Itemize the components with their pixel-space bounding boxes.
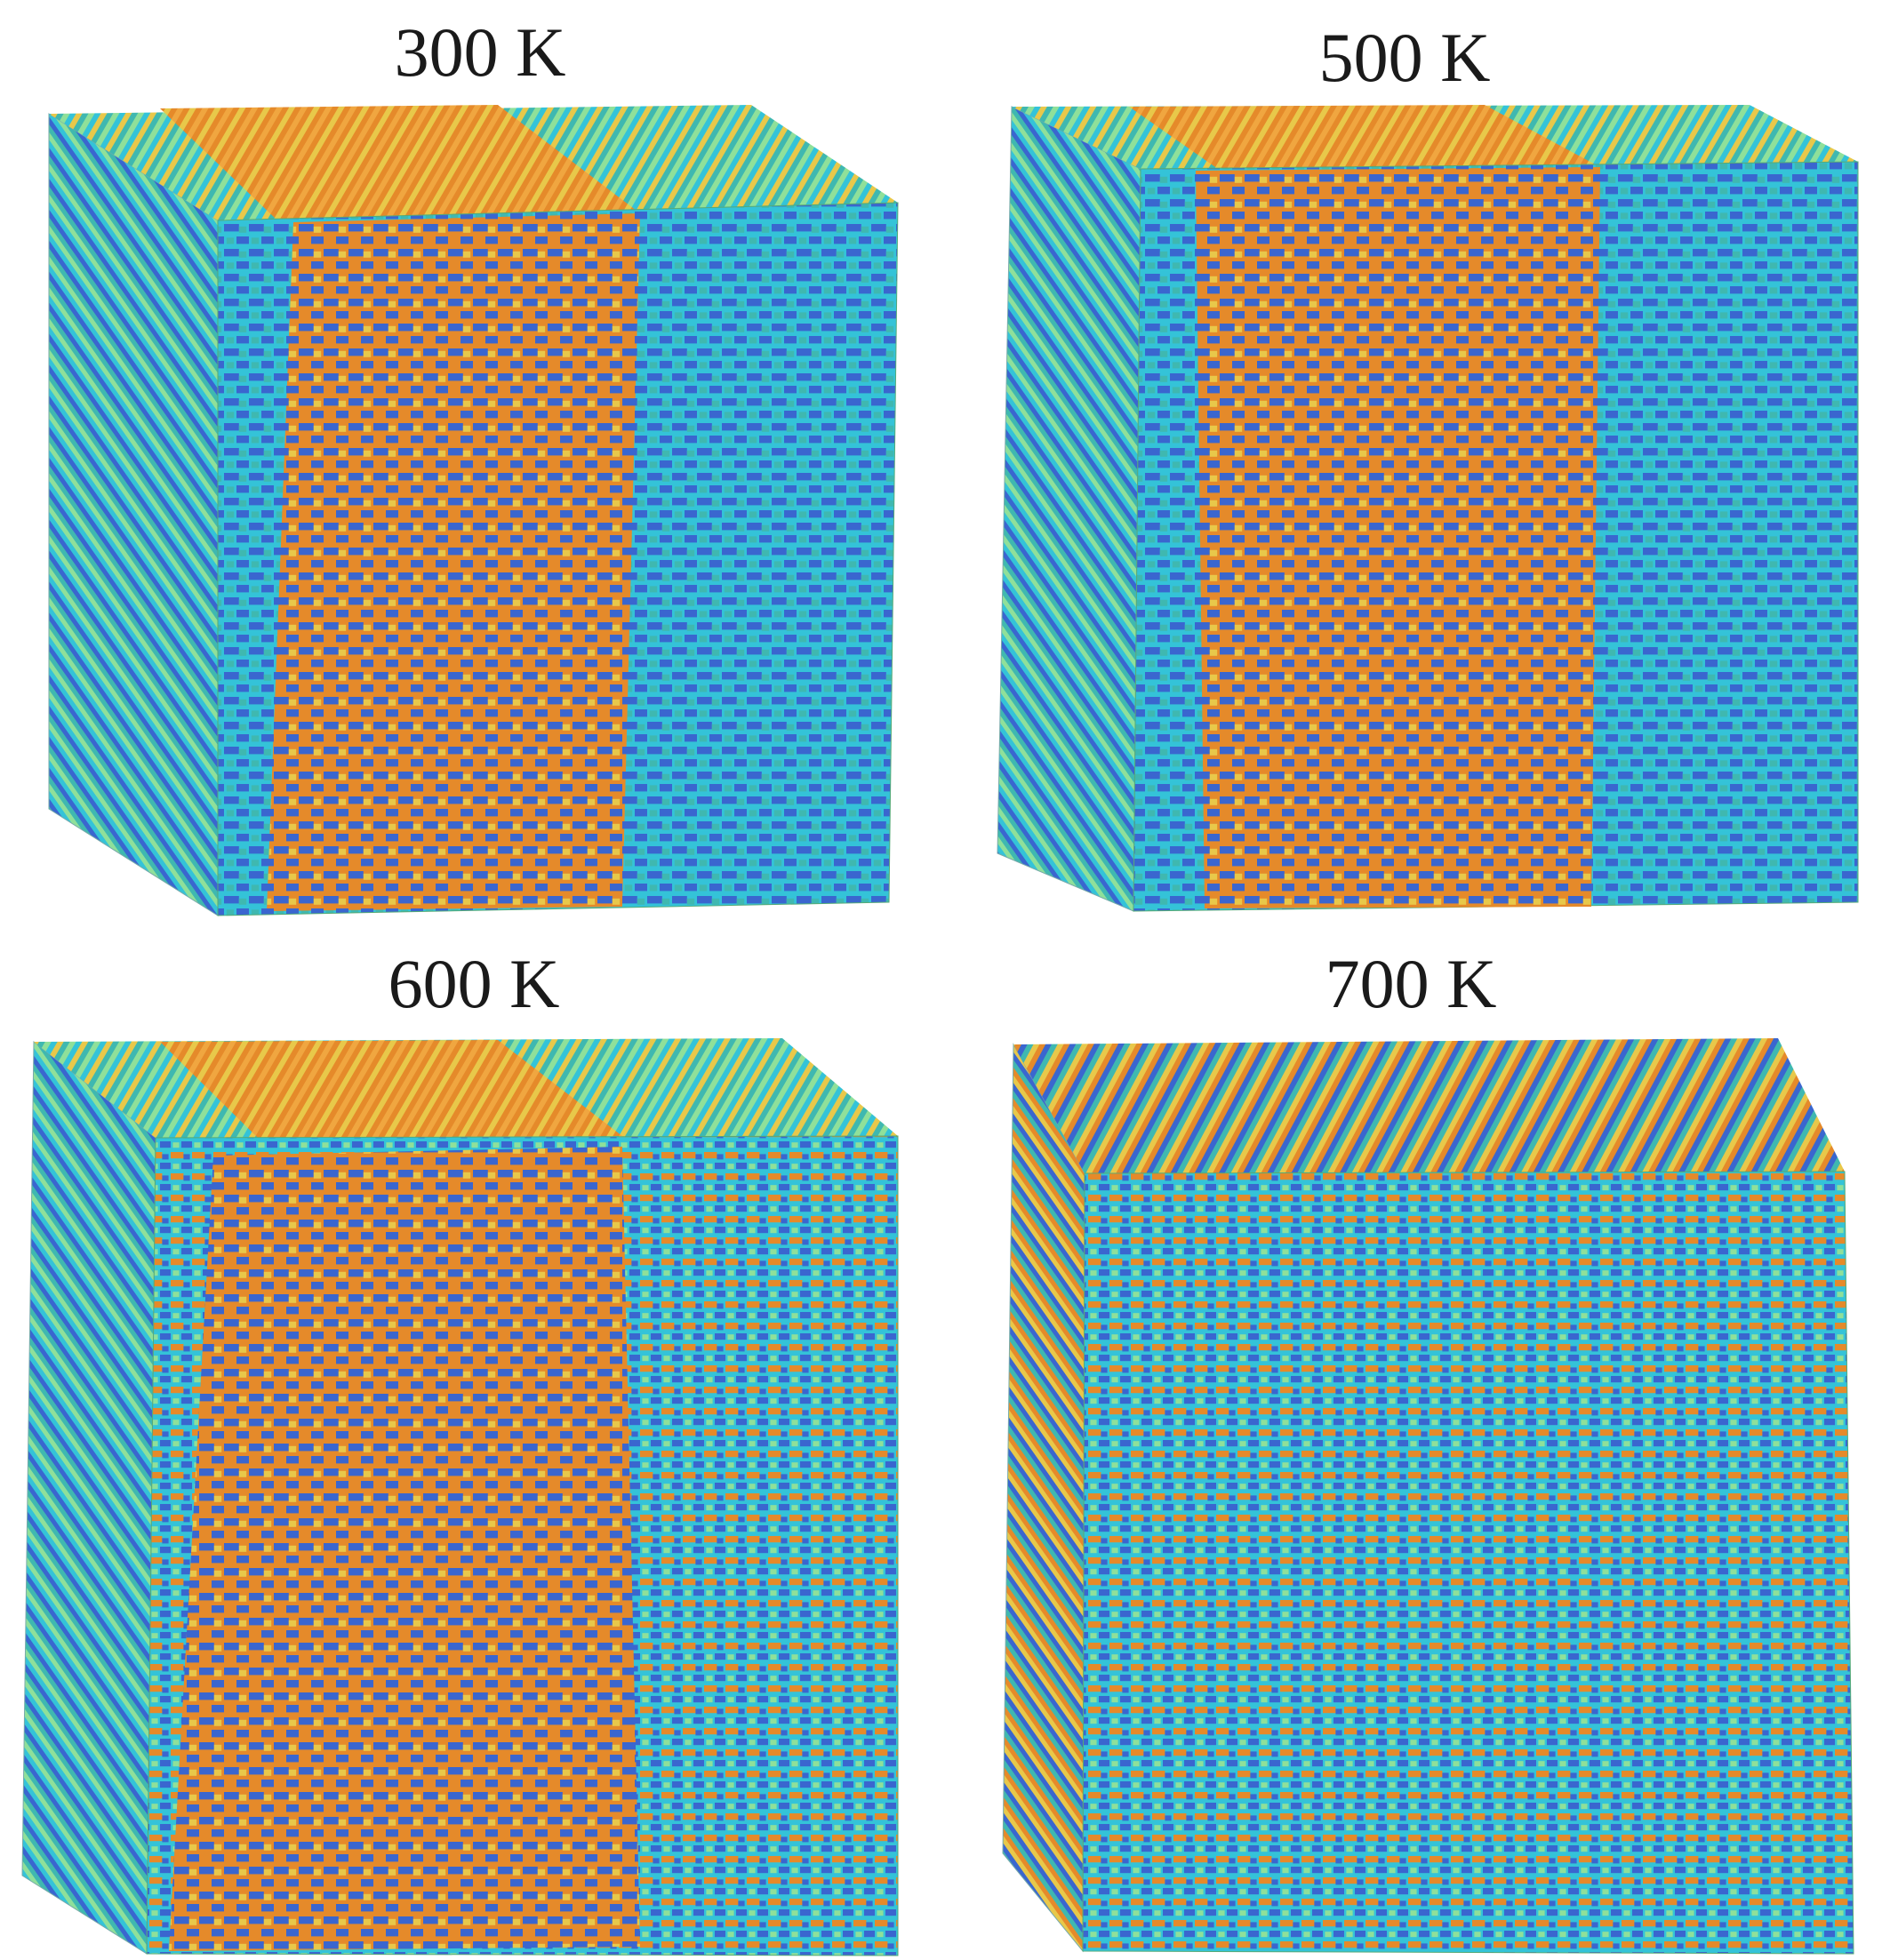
panel-title-500: 500 K: [1318, 19, 1491, 96]
lattice-cube-700K-front-face: [1082, 1171, 1854, 1955]
lattice-cube-300K-top-orange-band: [160, 105, 640, 219]
panel-title-700: 700 K: [1325, 945, 1497, 1022]
lattice-cube-600K-side-face: [21, 1040, 156, 1955]
lattice-cube-500K-top-orange-band: [1129, 105, 1600, 169]
panel-title-600: 600 K: [388, 945, 560, 1022]
lattice-cube-700K: [1002, 1038, 1854, 1955]
lattice-cube-500K-front-orange-domain: [1196, 167, 1600, 908]
lattice-cube-300K: [48, 105, 899, 916]
lattice-cube-500K: [997, 105, 1859, 912]
lattice-cube-600K-front-orange-domain: [169, 1147, 640, 1951]
lattice-cube-700K-side-face: [1002, 1043, 1085, 1953]
lattice-cube-700K-top-face: [1013, 1038, 1845, 1173]
panel-title-300: 300 K: [394, 13, 566, 91]
lattice-cube-500K-side-face: [997, 106, 1141, 912]
lattice-cube-300K-side-face: [48, 113, 219, 916]
lattice-cube-300K-front-orange-domain: [267, 213, 640, 911]
lattice-cube-600K-top-orange-band: [160, 1040, 622, 1138]
lattice-cube-600K: [21, 1038, 899, 1956]
